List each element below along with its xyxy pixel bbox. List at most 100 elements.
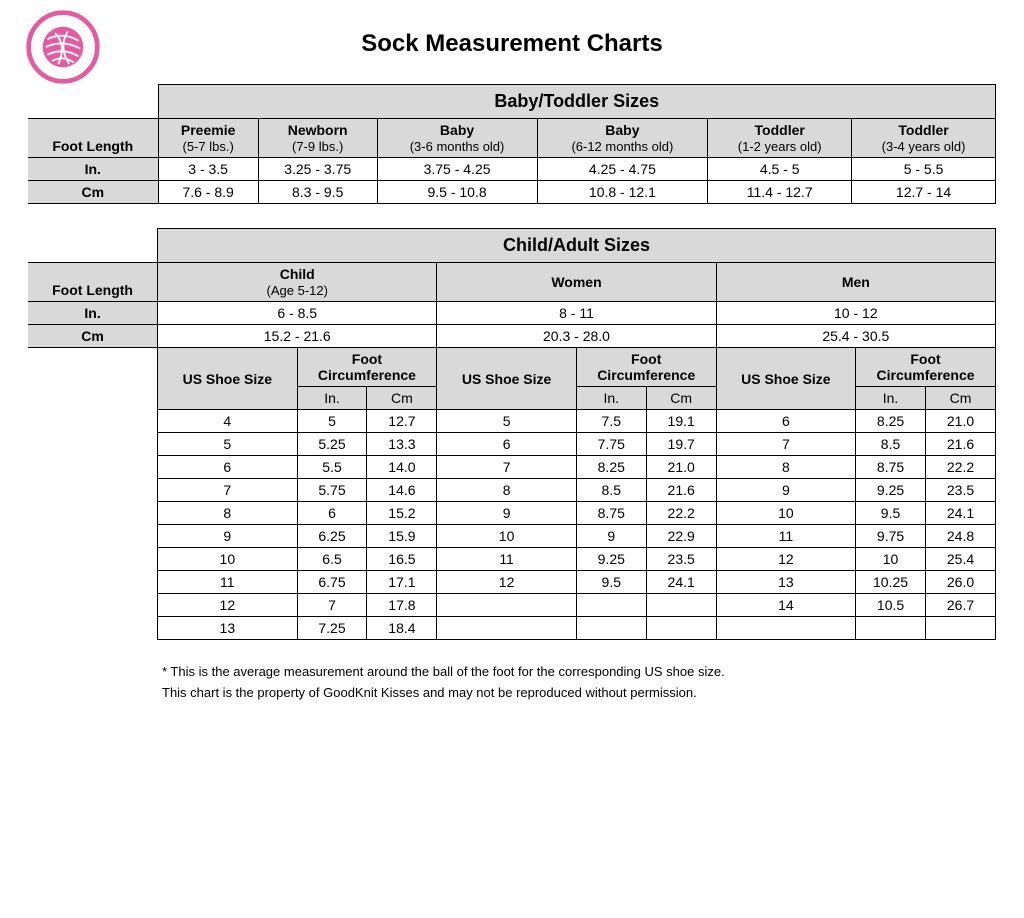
footnote-1: * This is the average measurement around… <box>162 664 1012 679</box>
data-cell: 5.75 <box>297 479 367 502</box>
data-cell: 7.5 <box>576 410 646 433</box>
footnote-2: This chart is the property of GoodKnit K… <box>162 685 1012 700</box>
data-cell <box>716 617 855 640</box>
data-cell: 11 <box>437 548 576 571</box>
adult-length-cm: 15.2 - 21.6 <box>158 325 437 348</box>
adult-section-title: Child/Adult Sizes <box>158 229 996 263</box>
table-row: 4512.757.519.168.2521.0 <box>28 410 996 433</box>
data-cell: 9 <box>158 525 297 548</box>
data-cell <box>926 617 996 640</box>
data-cell <box>856 617 926 640</box>
data-cell: 9.25 <box>576 548 646 571</box>
data-cell: 17.8 <box>367 594 437 617</box>
data-cell: 8 <box>158 502 297 525</box>
data-cell: 13 <box>158 617 297 640</box>
table-row: 12717.8 1410.526.7 <box>28 594 996 617</box>
data-cell <box>576 594 646 617</box>
data-cell: 24.8 <box>926 525 996 548</box>
baby-category: Newborn(7-9 lbs.) <box>258 119 377 158</box>
data-cell: 9.5 <box>576 571 646 594</box>
data-cell: 7.25 <box>297 617 367 640</box>
cm-sub-label: Cm <box>646 387 716 410</box>
child-adult-chart: Child/Adult Sizes Foot Length Child(Age … <box>28 228 996 640</box>
adult-length-cm: 25.4 - 30.5 <box>716 325 995 348</box>
baby-cm-cell: 10.8 - 12.1 <box>537 181 708 204</box>
data-cell: 9 <box>437 502 576 525</box>
in-label: In. <box>28 158 158 181</box>
us-shoe-size-label: US Shoe Size <box>437 348 576 410</box>
data-cell: 21.6 <box>926 433 996 456</box>
data-cell: 12 <box>716 548 855 571</box>
adult-category: Women <box>437 263 716 302</box>
data-cell: 9.75 <box>856 525 926 548</box>
data-cell: 21.6 <box>646 479 716 502</box>
data-cell: 14 <box>716 594 855 617</box>
data-cell <box>437 594 576 617</box>
data-cell: 22.9 <box>646 525 716 548</box>
data-cell: 9.5 <box>856 502 926 525</box>
data-cell: 8.25 <box>856 410 926 433</box>
data-cell: 6 <box>716 410 855 433</box>
baby-in-cell: 5 - 5.5 <box>852 158 996 181</box>
in-label: In. <box>28 302 158 325</box>
table-row: 116.7517.1129.524.11310.2526.0 <box>28 571 996 594</box>
table-row: 65.514.078.2521.088.7522.2 <box>28 456 996 479</box>
baby-in-cell: 3.75 - 4.25 <box>377 158 537 181</box>
data-cell: 26.7 <box>926 594 996 617</box>
baby-section-title: Baby/Toddler Sizes <box>158 85 996 119</box>
baby-cm-cell: 8.3 - 9.5 <box>258 181 377 204</box>
data-cell: 15.2 <box>367 502 437 525</box>
data-cell: 5 <box>297 410 367 433</box>
table-row: 96.2515.910922.9119.7524.8 <box>28 525 996 548</box>
data-cell: 11 <box>716 525 855 548</box>
data-cell <box>576 617 646 640</box>
adult-category: Men <box>716 263 995 302</box>
data-cell: 17.1 <box>367 571 437 594</box>
data-cell: 14.6 <box>367 479 437 502</box>
adult-table: Child/Adult Sizes Foot Length Child(Age … <box>28 228 996 640</box>
data-cell: 5.25 <box>297 433 367 456</box>
data-cell: 6 <box>437 433 576 456</box>
data-cell: 11 <box>158 571 297 594</box>
data-cell: 25.4 <box>926 548 996 571</box>
data-cell: 9 <box>716 479 855 502</box>
data-cell: 6 <box>297 502 367 525</box>
baby-in-cell: 4.25 - 4.75 <box>537 158 708 181</box>
data-cell: 5 <box>158 433 297 456</box>
baby-in-cell: 3 - 3.5 <box>158 158 258 181</box>
baby-cm-cell: 11.4 - 12.7 <box>708 181 852 204</box>
data-cell: 15.9 <box>367 525 437 548</box>
data-cell: 6.75 <box>297 571 367 594</box>
table-row: 137.2518.4 <box>28 617 996 640</box>
data-cell <box>646 617 716 640</box>
data-cell <box>437 617 576 640</box>
data-cell: 9.25 <box>856 479 926 502</box>
data-cell: 24.1 <box>646 571 716 594</box>
adult-length-cm: 20.3 - 28.0 <box>437 325 716 348</box>
data-cell: 22.2 <box>926 456 996 479</box>
adult-length-in: 8 - 11 <box>437 302 716 325</box>
data-cell: 6.25 <box>297 525 367 548</box>
data-cell: 13 <box>716 571 855 594</box>
adult-category: Child(Age 5-12) <box>158 263 437 302</box>
data-cell: 12 <box>437 571 576 594</box>
data-cell: 19.1 <box>646 410 716 433</box>
baby-category: Baby(3-6 months old) <box>377 119 537 158</box>
data-cell: 6 <box>158 456 297 479</box>
data-cell: 8 <box>437 479 576 502</box>
adult-length-in: 6 - 8.5 <box>158 302 437 325</box>
in-sub-label: In. <box>576 387 646 410</box>
data-cell: 10 <box>158 548 297 571</box>
data-cell: 16.5 <box>367 548 437 571</box>
table-row: 55.2513.367.7519.778.521.6 <box>28 433 996 456</box>
us-shoe-size-label: US Shoe Size <box>158 348 297 410</box>
table-row: 8615.298.7522.2109.524.1 <box>28 502 996 525</box>
data-cell: 5 <box>437 410 576 433</box>
cm-sub-label: Cm <box>926 387 996 410</box>
data-cell: 23.5 <box>926 479 996 502</box>
data-cell: 19.7 <box>646 433 716 456</box>
baby-cm-cell: 7.6 - 8.9 <box>158 181 258 204</box>
data-cell: 10.5 <box>856 594 926 617</box>
in-sub-label: In. <box>297 387 367 410</box>
cm-sub-label: Cm <box>367 387 437 410</box>
